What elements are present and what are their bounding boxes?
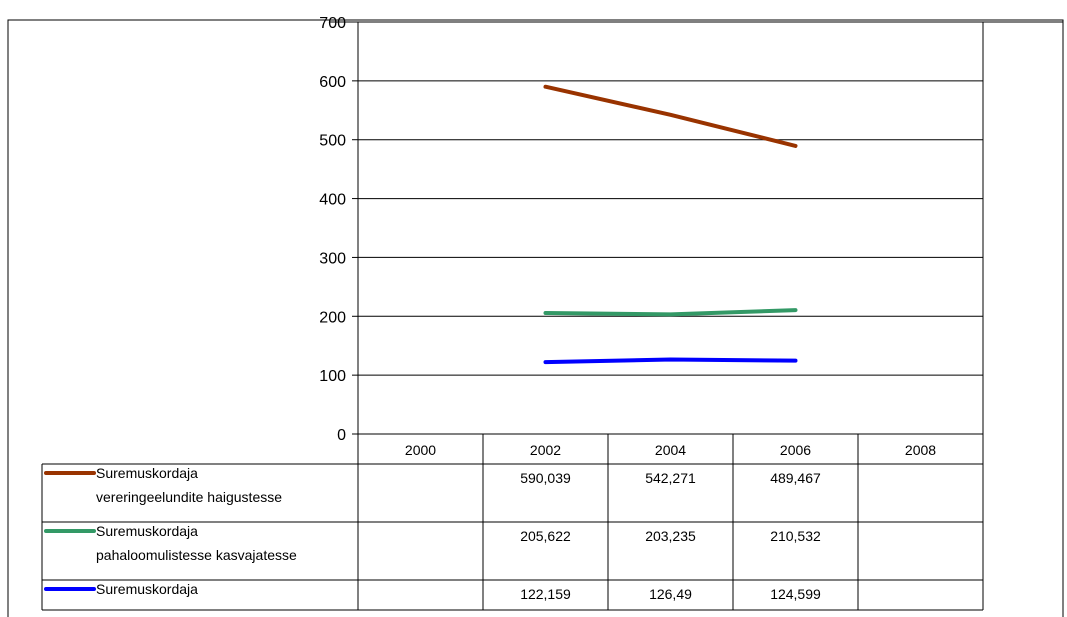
series-name: Suremuskordaja [96,581,198,597]
y-tick-label: 0 [337,427,346,444]
data-label: 126,49 [649,586,692,602]
series-line [543,357,798,365]
category-label: 2004 [655,442,686,458]
data-label: 590,039 [520,470,571,486]
y-tick-label: 200 [319,309,346,326]
y-tick-label: 600 [319,74,346,91]
chart-border [7,19,1064,617]
series-name: Suremuskordaja [96,523,198,539]
series-lines [543,84,798,365]
series-name: vereringeelundite haigustesse [96,489,282,505]
series-name: pahaloomulistesse kasvajatesse [96,547,297,563]
y-tick-label: 500 [319,133,346,150]
category-label: 2002 [530,442,561,458]
data-table: 2000 2002 2004 2006 2008 Suremuskordaja vereri… [41,434,984,611]
category-label: 2000 [405,442,436,458]
category-label: 2006 [780,442,811,458]
series-line [543,84,798,148]
series-name: Suremuskordaja [96,465,198,481]
data-label: 122,159 [520,586,571,602]
data-label: 210,532 [770,528,821,544]
series-line [543,308,798,317]
y-tick-label: 400 [319,192,346,209]
data-label: 124,599 [770,586,821,602]
y-tick-label: 700 [319,15,346,32]
data-label: 205,622 [520,528,571,544]
data-label: 489,467 [770,470,821,486]
plot-area [357,21,984,435]
data-label: 542,271 [645,470,696,486]
gridlines [330,21,1063,435]
y-tick-label: 300 [319,250,346,267]
y-axis-ticks: 0 100 200 300 400 500 600 700 [319,15,358,444]
y-tick-label: 100 [319,368,346,385]
category-label: 2008 [905,442,936,458]
data-label: 203,235 [645,528,696,544]
